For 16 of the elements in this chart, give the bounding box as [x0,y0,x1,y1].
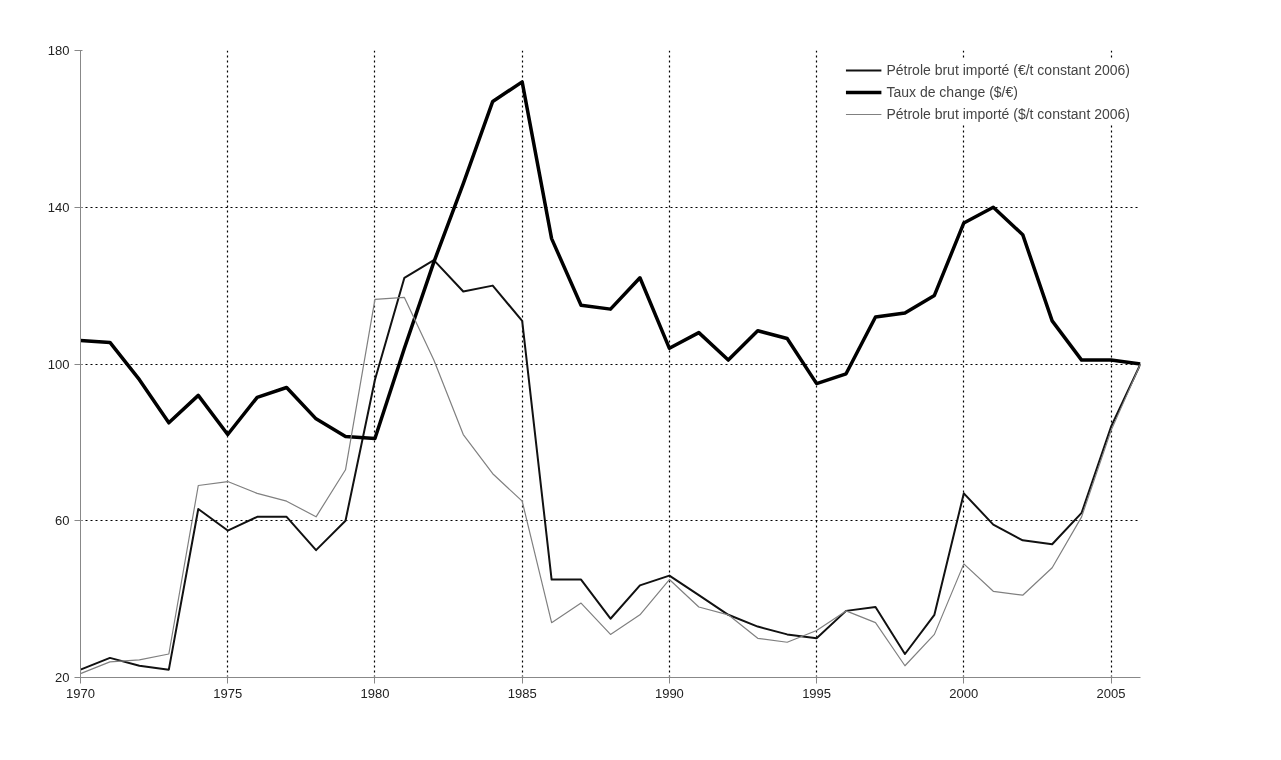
x-tick-label: 1985 [507,685,537,701]
legend-label: Pétrole brut importé ($/t constant 2006) [886,106,1130,122]
x-tick-label: 1970 [66,685,95,701]
x-tick-label: 2000 [949,685,979,701]
x-tick-label: 1980 [360,685,390,701]
legend-label: Taux de change ($/€) [886,84,1018,100]
y-tick-label: 180 [47,43,70,58]
x-tick-label: 1995 [802,685,832,701]
x-tick-label: 1975 [213,685,243,701]
y-tick-label: 60 [55,513,70,529]
legend-label: Pétrole brut importé (€/t constant 2006) [886,62,1130,78]
y-tick-label: 100 [47,356,70,372]
x-tick-label: 2005 [1096,685,1126,701]
y-tick-label: 20 [55,670,70,685]
y-tick-label: 140 [47,199,70,215]
x-tick-label: 1990 [654,685,684,701]
